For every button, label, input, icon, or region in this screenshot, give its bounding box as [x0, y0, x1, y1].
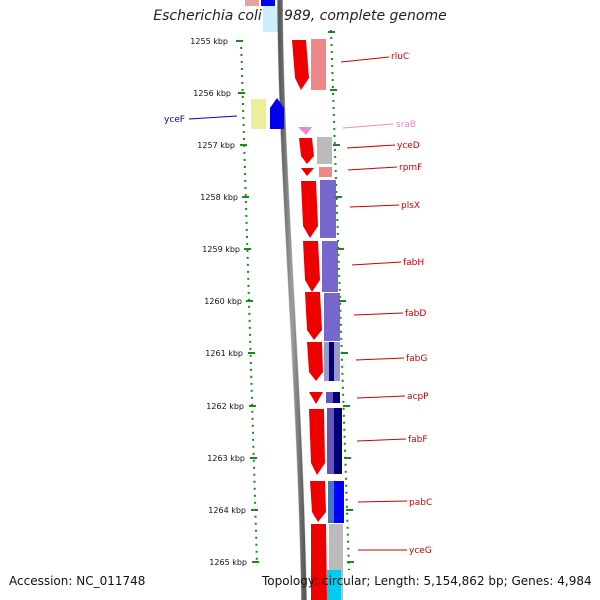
- kbp-label: 1262 kbp: [206, 402, 244, 411]
- forward-strand-genes[interactable]: [292, 40, 327, 600]
- kbp-label: 1255 kbp: [190, 37, 228, 46]
- gene-label-rluC: rluC: [391, 52, 409, 62]
- gene-yceF-arrow: [270, 98, 284, 129]
- map-title: Escherichia coli 55989, complete genome: [153, 8, 447, 24]
- right-ticks: [328, 31, 354, 563]
- gene-label-yceG: yceG: [409, 546, 432, 556]
- kbp-label: 1264 kbp: [208, 506, 246, 515]
- gene-yceG-arrow: [311, 524, 327, 600]
- reverse-strand-genes[interactable]: [251, 98, 284, 129]
- kbp-label: 1261 kbp: [205, 349, 243, 358]
- kbp-label: 1256 kbp: [193, 89, 231, 98]
- kbp-label: 1265 kbp: [209, 558, 247, 567]
- gene-label-pabC: pabC: [409, 498, 432, 508]
- gene-yceF-shade: [251, 99, 266, 129]
- gene-sraB-arrow: [298, 127, 312, 135]
- genome-info-text: Topology: circular; Length: 5,154,862 bp…: [262, 574, 592, 588]
- gene-pabC-arrow: [310, 481, 326, 522]
- accession-text: Accession: NC_011748: [9, 574, 146, 588]
- gene-label-rpmF: rpmF: [399, 163, 422, 173]
- gene-label-yceD: yceD: [397, 141, 420, 151]
- gene-fabF-arrow: [309, 409, 325, 475]
- kbp-scale: 1255 kbp 1256 kbp 1257 kbp 1258 kbp 1259…: [190, 37, 259, 567]
- gene-fabG-arrow: [307, 342, 323, 381]
- gene-label-fabG: fabG: [406, 354, 427, 364]
- gene-label-fabD: fabD: [405, 309, 426, 319]
- gene-label-fabH: fabH: [403, 258, 424, 268]
- gene-rpmF-arrow: [301, 168, 314, 176]
- genome-backbone: [277, 0, 307, 600]
- gene-rluC-arrow: [292, 40, 309, 90]
- kbp-label: 1259 kbp: [202, 245, 240, 254]
- gene-plsX-arrow: [301, 181, 318, 238]
- gene-label-sraB: sraB: [396, 120, 416, 130]
- kbp-label: 1257 kbp: [197, 141, 235, 150]
- gene-labels[interactable]: rluC yceF sraB yceD rpmF plsX fabH fabD …: [164, 52, 432, 556]
- category-track: [311, 39, 344, 600]
- gene-label-fabF: fabF: [408, 435, 428, 445]
- kbp-label: 1263 kbp: [207, 454, 245, 463]
- top-clipped-features: [245, 0, 279, 32]
- gene-fabD-arrow: [305, 292, 322, 340]
- kbp-label: 1258 kbp: [200, 193, 238, 202]
- gene-label-acpP: acpP: [407, 392, 429, 402]
- gene-leaders: [188, 56, 408, 551]
- gene-fabH-arrow: [303, 241, 320, 292]
- gene-acpP-arrow: [309, 392, 323, 404]
- gene-label-yceF: yceF: [164, 115, 185, 125]
- kbp-label: 1260 kbp: [204, 297, 242, 306]
- gene-yceD-arrow: [299, 138, 314, 164]
- gene-label-plsX: plsX: [401, 201, 420, 211]
